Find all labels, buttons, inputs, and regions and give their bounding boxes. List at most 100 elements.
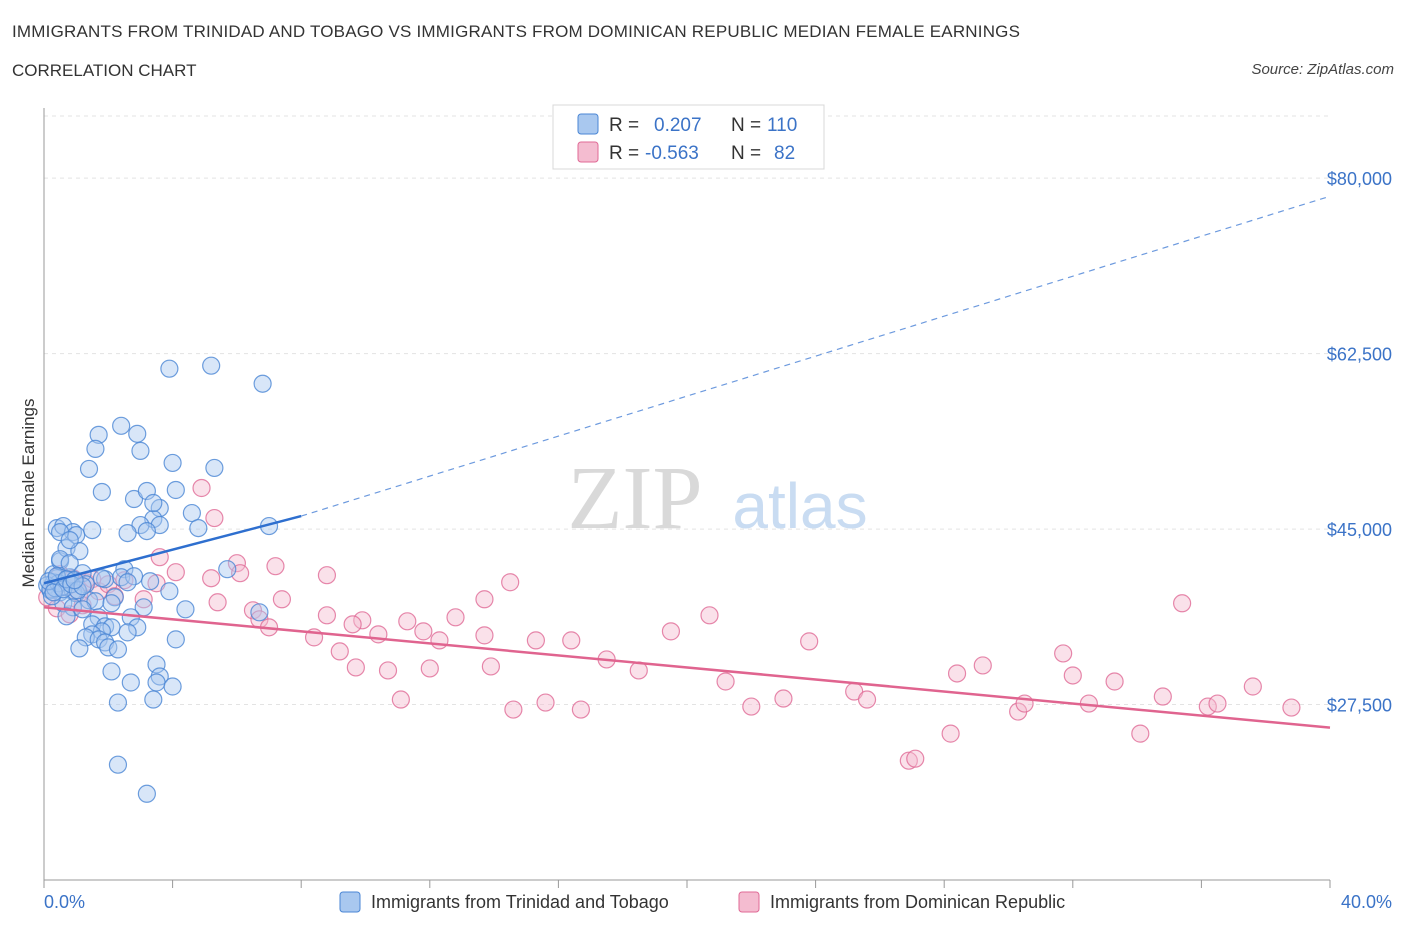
point-dominican — [317, 606, 337, 625]
bottom-legend-swatch-pink — [738, 891, 760, 913]
point-trinidad — [124, 489, 144, 509]
point-dominican — [1173, 594, 1192, 613]
watermark: ZIP atlas — [568, 449, 868, 548]
point-dominican — [716, 672, 735, 691]
y-axis-label: Median Female Earnings — [19, 399, 38, 588]
point-dominican — [446, 608, 465, 627]
point-trinidad — [70, 639, 89, 658]
point-trinidad — [86, 439, 105, 458]
point-trinidad — [102, 662, 121, 681]
point-trinidad — [182, 503, 201, 523]
point-dominican — [504, 700, 523, 719]
point-trinidad — [92, 569, 111, 588]
point-dominican — [947, 664, 967, 683]
point-dominican — [430, 631, 449, 650]
point-dominican — [973, 656, 992, 675]
point-trinidad — [118, 524, 137, 543]
series-trinidad-points — [38, 356, 279, 803]
point-dominican — [208, 593, 227, 612]
point-dominican — [317, 566, 337, 585]
point-dominican — [414, 622, 433, 641]
point-trinidad — [108, 693, 128, 712]
legend-n-value-pink: 82 — [774, 143, 795, 164]
point-trinidad — [79, 459, 99, 479]
legend-r-value-blue: 0.207 — [654, 115, 702, 136]
point-trinidad — [137, 521, 156, 541]
point-dominican — [147, 574, 166, 593]
trend-line-trinidad-extension — [301, 195, 1331, 517]
point-trinidad — [166, 630, 185, 649]
legend-r-label: R = — [609, 143, 639, 164]
point-dominican — [571, 700, 591, 719]
point-trinidad — [163, 677, 182, 696]
point-trinidad — [205, 458, 224, 478]
watermark-zip: ZIP — [568, 449, 703, 548]
point-dominican — [501, 573, 520, 592]
point-dominican — [1153, 687, 1172, 706]
point-trinidad — [102, 594, 121, 613]
point-trinidad — [57, 607, 76, 626]
point-dominican — [202, 569, 221, 588]
point-trinidad — [163, 453, 182, 473]
point-dominican — [1243, 677, 1262, 696]
point-trinidad — [92, 482, 111, 502]
legend-n-label: N = — [731, 143, 761, 164]
trend-line-dominican — [43, 606, 1331, 729]
watermark-atlas: atlas — [732, 470, 867, 542]
point-dominican — [1105, 672, 1124, 691]
point-trinidad — [118, 573, 137, 592]
point-dominican — [742, 697, 761, 716]
axes: $27,500 $45,000 $62,500 $80,000 — [43, 108, 1392, 888]
point-trinidad — [160, 582, 179, 601]
point-dominican — [475, 626, 494, 645]
point-dominican — [192, 478, 211, 498]
y-tick-label: $62,500 — [1327, 345, 1392, 365]
point-dominican — [562, 631, 581, 650]
point-trinidad — [140, 572, 160, 591]
point-trinidad — [160, 359, 179, 378]
point-trinidad — [83, 520, 102, 540]
point-dominican — [475, 590, 494, 609]
point-dominican — [1054, 644, 1073, 663]
point-dominican — [420, 659, 439, 678]
point-trinidad — [60, 531, 79, 550]
point-trinidad — [128, 424, 147, 443]
point-dominican — [343, 615, 362, 634]
source-credit: Source: ZipAtlas.com — [1251, 61, 1394, 78]
point-trinidad — [189, 518, 208, 538]
legend-r-label: R = — [609, 115, 639, 136]
trend-line-trinidad — [43, 514, 302, 585]
point-dominican — [205, 508, 224, 528]
point-dominican — [166, 563, 185, 582]
point-dominican — [536, 693, 555, 712]
point-dominican — [398, 612, 417, 631]
chart-subtitle: CORRELATION CHART — [12, 61, 197, 80]
point-trinidad — [147, 673, 166, 692]
point-dominican — [526, 631, 545, 650]
point-dominican — [700, 606, 719, 625]
point-trinidad — [202, 356, 221, 375]
point-dominican — [330, 642, 349, 661]
y-tick-label: $45,000 — [1327, 520, 1392, 540]
point-dominican — [774, 689, 793, 708]
point-trinidad — [147, 655, 166, 674]
legend-n-value-blue: 110 — [767, 115, 797, 136]
point-dominican — [378, 661, 398, 680]
point-dominican — [661, 622, 681, 641]
bottom-legend-label-dominican: Immigrants from Dominican Republic — [770, 892, 1065, 912]
point-dominican — [227, 554, 246, 573]
y-tick-label: $80,000 — [1327, 169, 1392, 189]
point-trinidad — [131, 441, 150, 460]
point-dominican — [353, 611, 372, 630]
bottom-legend: Immigrants from Trinidad and Tobago Immi… — [339, 891, 1065, 913]
point-dominican — [800, 632, 819, 651]
gridlines — [44, 115, 1330, 706]
x-tick-min: 0.0% — [44, 892, 85, 912]
x-tick-max: 40.0% — [1341, 892, 1392, 912]
point-trinidad — [50, 550, 70, 569]
legend-r-value-pink: -0.563 — [645, 143, 699, 164]
point-dominican — [899, 751, 918, 770]
point-dominican — [346, 658, 365, 677]
point-trinidad — [89, 425, 108, 444]
point-trinidad — [250, 603, 269, 622]
